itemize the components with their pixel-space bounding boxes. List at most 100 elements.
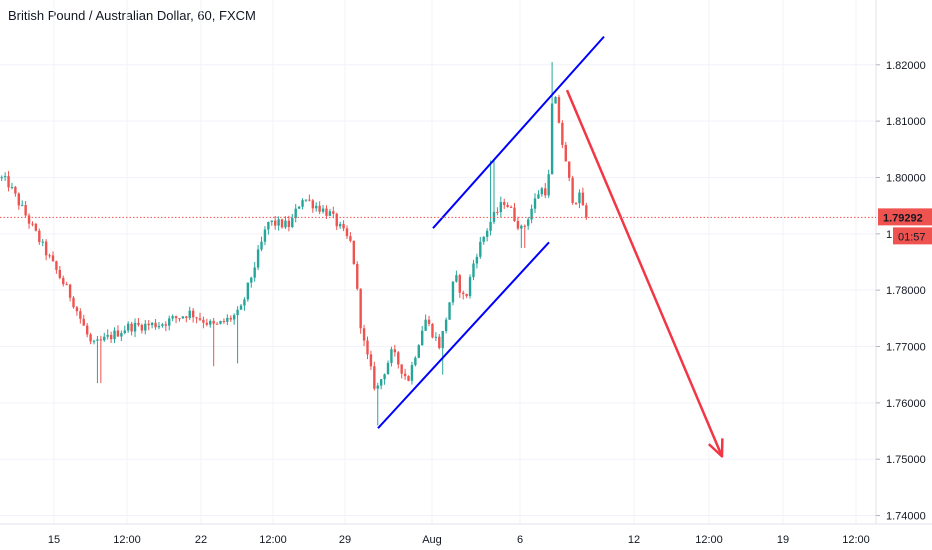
drawings[interactable]: [377, 35, 724, 458]
candle-body: [482, 236, 485, 242]
candle-body: [62, 277, 65, 285]
candle-body: [14, 186, 17, 194]
candle-body: [397, 352, 400, 365]
candle-body: [198, 318, 202, 320]
candle-body: [369, 354, 373, 367]
candle-body: [171, 316, 174, 319]
grid: [0, 0, 876, 524]
last-price-value: 1.79292: [883, 212, 923, 224]
candle-body: [578, 192, 581, 204]
candle-body: [585, 205, 588, 218]
candle-body: [51, 255, 55, 262]
candle-body: [113, 330, 116, 340]
candle-body: [509, 206, 513, 208]
candle-body: [10, 186, 14, 188]
candle-body: [444, 319, 448, 332]
candle-body: [21, 205, 24, 207]
candle-body: [465, 294, 468, 297]
candle-body: [540, 188, 544, 195]
x-tick-label: 19: [777, 534, 789, 546]
candle-body: [263, 229, 267, 242]
candle-body: [250, 277, 253, 283]
candle-body: [325, 208, 328, 216]
candle-body: [72, 297, 75, 308]
candle-body: [345, 228, 349, 237]
candle-body: [513, 207, 516, 221]
candle-body: [373, 366, 376, 389]
channel-upper-line[interactable]: [432, 35, 605, 229]
candle-body: [414, 357, 417, 366]
candle-body: [489, 221, 492, 231]
candle-body: [359, 288, 362, 329]
x-tick-label: 12: [628, 534, 640, 546]
candle-body: [140, 324, 144, 331]
candle-body: [400, 364, 403, 374]
candle-body: [267, 221, 270, 230]
candle-body: [168, 318, 171, 326]
candle-body: [581, 192, 585, 206]
candle-body: [260, 241, 263, 250]
candles: [0, 61, 588, 426]
candle-body: [154, 322, 157, 328]
candle-body: [273, 220, 277, 226]
candle-body: [256, 249, 260, 268]
candle-body: [297, 206, 301, 209]
candle-body: [308, 199, 311, 201]
y-tick-label: 1.82000: [886, 60, 926, 72]
candle-body: [349, 236, 352, 241]
candle-body: [48, 255, 51, 257]
y-tick-label: 1.77000: [886, 342, 926, 354]
candle-body: [222, 320, 226, 322]
candle-body: [441, 331, 444, 349]
candle-body: [191, 310, 195, 318]
candle-body: [130, 323, 133, 332]
candle-body: [356, 263, 359, 289]
candle-body: [547, 174, 550, 196]
candle-body: [564, 144, 567, 162]
candle-body: [386, 362, 390, 375]
channel-lower-line[interactable]: [377, 241, 550, 429]
candle-body: [506, 204, 509, 207]
candle-body: [462, 292, 465, 295]
candle-body: [403, 373, 407, 377]
candle-body: [410, 365, 414, 381]
candle-body: [68, 284, 72, 298]
price-axis[interactable]: 1.820001.810001.800001.790001.780001.770…: [876, 60, 926, 523]
candle-body: [571, 177, 574, 203]
countdown-label-bg: [893, 227, 932, 245]
candle-body: [89, 334, 92, 342]
y-tick-label: 1.76000: [886, 398, 926, 410]
candle-body: [120, 333, 123, 337]
candle-body: [516, 220, 520, 229]
candle-body: [328, 211, 332, 216]
candle-body: [544, 188, 547, 196]
candle-body: [455, 275, 458, 282]
candle-body: [7, 176, 10, 188]
candle-body: [503, 202, 506, 205]
candle-body: [420, 330, 424, 346]
x-tick-label: 15: [48, 534, 60, 546]
x-tick-label: 29: [339, 534, 351, 546]
candle-body: [352, 240, 356, 264]
arrow-shaft[interactable]: [565, 89, 724, 457]
candle-body: [58, 269, 62, 278]
candle-body: [212, 320, 215, 324]
candle-body: [438, 336, 441, 349]
time-axis[interactable]: 15 12:00 22 12:00 29 Aug 6 12 12:00 19 12:00: [48, 534, 870, 546]
candle-body: [232, 315, 236, 320]
arrow-head[interactable]: [707, 438, 724, 458]
countdown-value: 01:57: [898, 231, 926, 243]
candle-body: [3, 176, 7, 178]
candle-body: [188, 310, 191, 318]
candle-body: [65, 284, 68, 286]
candle-body: [567, 161, 571, 178]
x-tick-label: 22: [195, 534, 207, 546]
candle-body: [366, 340, 369, 355]
candle-body: [448, 302, 451, 320]
candle-body: [44, 241, 48, 256]
candle-body: [379, 379, 383, 386]
candle-body: [38, 230, 41, 243]
candle-body: [106, 334, 109, 337]
candle-body: [174, 316, 178, 319]
